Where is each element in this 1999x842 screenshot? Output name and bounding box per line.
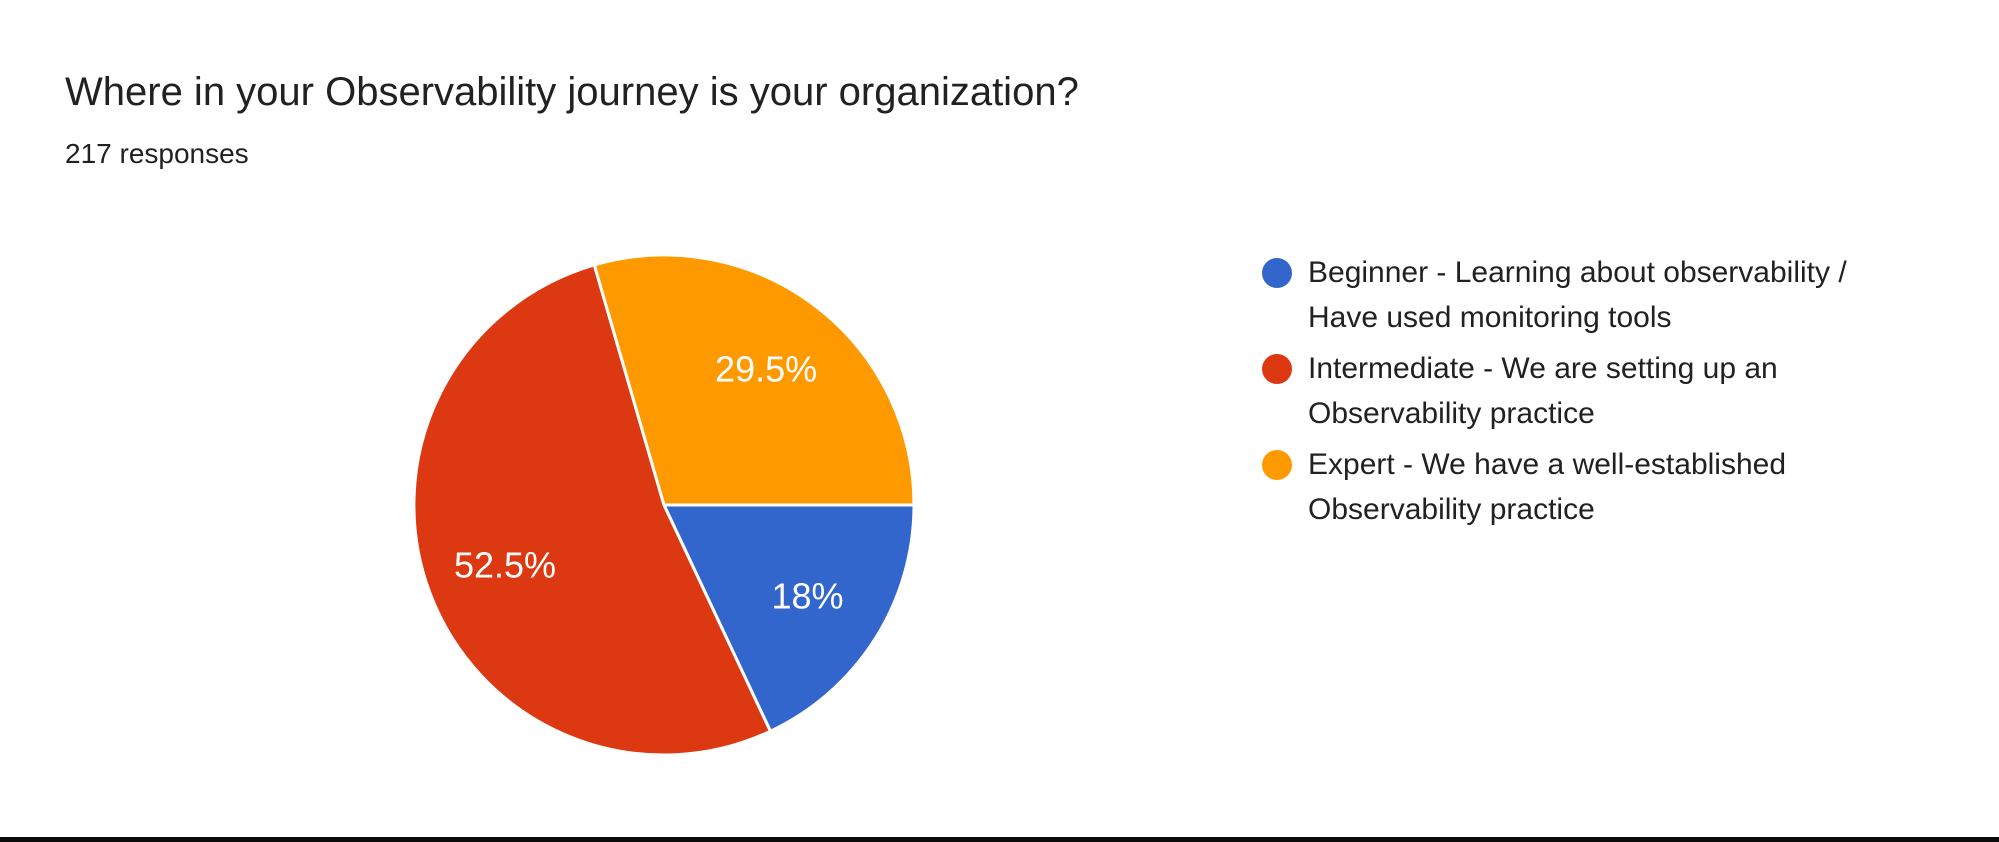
pie-slice-expert[interactable] [592, 253, 916, 507]
legend-label: Intermediate - We are setting up an Obse… [1308, 352, 1778, 430]
legend-color-dot-icon [1262, 450, 1292, 480]
chart-legend: Beginner - Learning about observability … [1262, 250, 1922, 538]
pie-slice-intermediate[interactable] [412, 263, 772, 757]
pie-slice-beginner[interactable] [662, 503, 916, 733]
window-edge-bar [0, 837, 1999, 842]
response-count: 217 responses [65, 138, 249, 169]
legend-label: Expert - We have a well-established Obse… [1308, 448, 1787, 526]
legend-color-dot-icon [1262, 354, 1292, 384]
legend-item: Expert - We have a well-established Obse… [1262, 442, 1922, 532]
legend-item: Intermediate - We are setting up an Obse… [1262, 346, 1922, 436]
legend-color-dot-icon [1262, 258, 1292, 288]
legend-item: Beginner - Learning about observability … [1262, 250, 1922, 340]
legend-label: Beginner - Learning about observability … [1308, 256, 1847, 334]
question-title: Where in your Observability journey is y… [65, 70, 1079, 114]
